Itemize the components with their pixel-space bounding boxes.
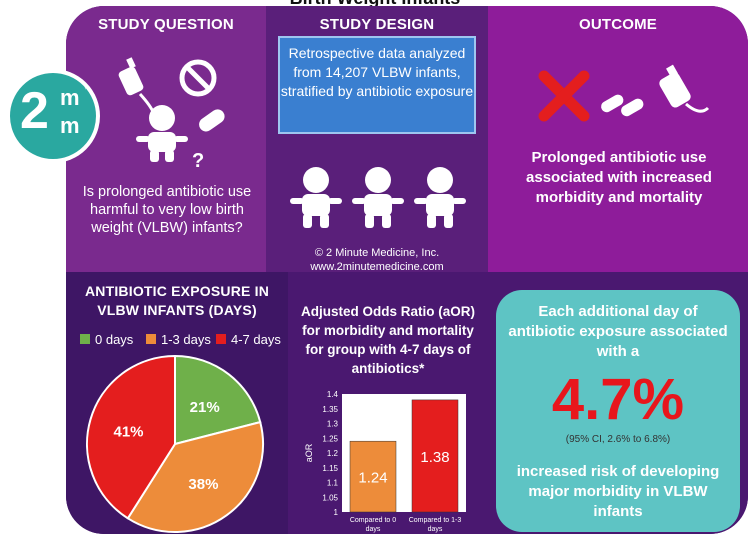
- bar-chart-title: Adjusted Odds Ratio (aOR) for morbidity …: [300, 304, 475, 376]
- y-axis-label: aOR: [304, 443, 314, 462]
- legend-item-4-7-days: 4-7 days: [216, 332, 281, 347]
- babies-icon: [290, 167, 466, 228]
- highlight-box: [496, 290, 740, 532]
- pills-icon: [601, 94, 644, 117]
- outcome-text: Prolonged antibiotic use associated with…: [526, 149, 712, 206]
- panel-outcome: [488, 6, 748, 272]
- outcome-header: OUTCOME: [578, 16, 658, 33]
- pie-slice: [126, 420, 264, 533]
- question-mark-icon: ?: [192, 150, 205, 172]
- y-tick-label: 1.3: [327, 420, 339, 429]
- bar: [349, 440, 397, 513]
- x-tick-label: days: [428, 526, 443, 533]
- pie-slice-label: 41%: [114, 423, 144, 440]
- question-text: Is prolonged antibiotic use harmful to v…: [82, 184, 252, 236]
- logo-letter-top: m: [60, 85, 80, 110]
- iv-bag-icon: [659, 64, 710, 113]
- y-tick-label: 1.1: [327, 479, 339, 488]
- highlight-bottom-text: increased risk of developing major morbi…: [516, 463, 720, 520]
- legend-item-1-3-days: 1-3 days: [146, 332, 211, 347]
- design-box: Retrospective data analyzed from 14,207 …: [278, 36, 476, 134]
- y-tick-label: 1.15: [322, 464, 338, 473]
- logo: 2 m m ™: [6, 69, 100, 163]
- question-header: STUDY QUESTION: [98, 16, 234, 33]
- pie-slice: [86, 354, 176, 520]
- y-tick-label: 1.25: [322, 434, 338, 443]
- pie-header: ANTIBIOTIC EXPOSURE IN VLBW INFANTS (DAY…: [84, 283, 270, 318]
- pie-slice: [174, 354, 262, 446]
- bar-value-label: 1.38: [420, 449, 449, 466]
- pie-chart: 21% 38% 41%: [86, 354, 264, 533]
- pie-slice-label: 38%: [188, 476, 218, 493]
- prohibited-icon: [179, 59, 217, 97]
- highlight-top-text: Each additional day of antibiotic exposu…: [508, 303, 728, 360]
- baby-iv-icon: [118, 57, 188, 162]
- y-tick-label: 1: [334, 508, 339, 517]
- y-tick-label: 1.05: [322, 493, 338, 502]
- legend-swatch: [146, 334, 156, 344]
- legend-swatch: [80, 334, 90, 344]
- top-strip: [0, 0, 750, 8]
- bar-value-label: 1.24: [358, 470, 387, 487]
- bar: [411, 399, 459, 513]
- design-header: STUDY DESIGN: [319, 16, 435, 33]
- design-text: Retrospective data analyzed from 14,207 …: [280, 45, 474, 99]
- y-tick-label: 1.4: [327, 390, 339, 399]
- y-tick-label: 1.35: [322, 405, 338, 414]
- logo-trademark: ™: [84, 87, 90, 93]
- legend-item-0-days: 0 days: [80, 332, 133, 347]
- pie-slice-label: 21%: [190, 399, 220, 416]
- x-tick-label: days: [366, 526, 381, 533]
- x-tick-label: Compared to 0: [350, 517, 396, 524]
- page-title: Birth Weight Infants: [0, 0, 750, 9]
- infographic-card: STUDY QUESTION ? Is prolonged antibiotic…: [66, 6, 748, 534]
- red-x-icon: [538, 70, 590, 122]
- x-tick-label: Compared to 1-3: [409, 517, 462, 524]
- bar-chart: 1 1.05 1.1 1.15 1.2 1.25 1.3 1.35 1.4 aOR 1.24 Comp…: [304, 390, 466, 533]
- highlight-ci: (95% CI, 2.6% to 6.8%): [565, 434, 671, 445]
- y-tick-label: 1.2: [327, 449, 339, 458]
- highlight-value: 4.7%: [551, 367, 685, 432]
- pill-icon: [199, 109, 225, 132]
- logo-letter-bottom: m: [60, 113, 80, 138]
- copyright-text: © 2 Minute Medicine, Inc.: [314, 247, 440, 259]
- logo-number: 2: [20, 82, 49, 140]
- website-text: www.2minutemedicine.com: [310, 261, 444, 273]
- legend-swatch: [216, 334, 226, 344]
